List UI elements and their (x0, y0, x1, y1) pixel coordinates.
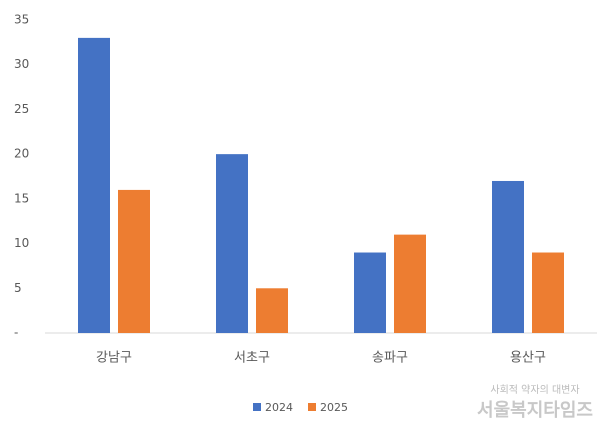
bar (216, 154, 248, 333)
y-tick-label: 35 (14, 13, 29, 27)
legend-swatch (308, 403, 316, 411)
bar (354, 252, 386, 333)
bar (78, 37, 110, 334)
x-tick-label: 서초구 (234, 351, 270, 366)
y-tick-label: 10 (14, 236, 29, 250)
legend-swatch (253, 403, 261, 411)
x-tick-label: 송파구 (372, 351, 408, 366)
watermark-name: 서울복지타임즈 (477, 400, 593, 421)
y-tick-label: - (14, 326, 18, 340)
x-tick-label: 용산구 (510, 351, 546, 366)
bar (492, 180, 524, 333)
y-tick-label: 30 (14, 57, 29, 71)
y-tick-label: 20 (14, 147, 29, 161)
bar (532, 252, 564, 333)
y-tick-label: 5 (14, 281, 22, 295)
legend-label: 2024 (265, 401, 293, 414)
legend-label: 2025 (320, 401, 348, 414)
bar (118, 189, 150, 333)
watermark-tagline: 사회적 약자의 대변자 (490, 384, 579, 396)
y-tick-label: 15 (14, 191, 29, 205)
x-tick-label: 강남구 (96, 351, 132, 366)
y-tick-label: 25 (14, 102, 29, 116)
bar (394, 234, 426, 333)
bar (256, 288, 288, 333)
